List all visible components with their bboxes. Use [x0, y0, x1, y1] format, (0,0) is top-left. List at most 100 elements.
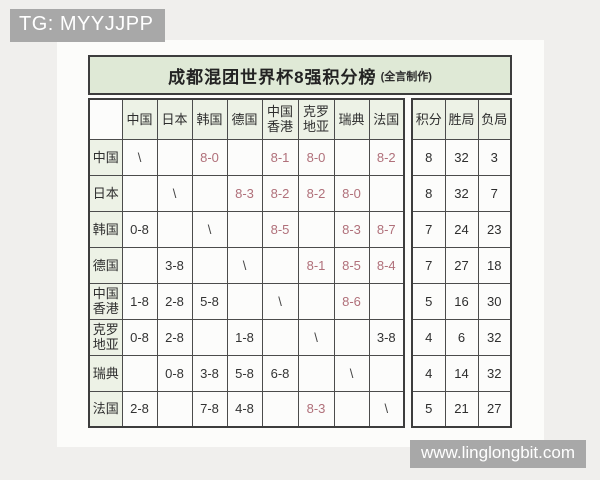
win-score-cell: 8-3: [297, 390, 335, 428]
stats-row: 8 32 7: [411, 174, 512, 212]
empty-cell: [333, 138, 370, 176]
stats-row: 5 21 27: [411, 390, 512, 428]
score-cell: 6-8: [261, 354, 299, 392]
losses-cell: 32: [477, 354, 512, 392]
diagonal-cell: \: [191, 210, 228, 248]
column-header-1: 日本: [156, 98, 193, 140]
team-label-cell: 中国: [88, 138, 123, 176]
empty-cell: [121, 354, 158, 392]
score-cell: 7-8: [191, 390, 228, 428]
wins-cell: 24: [444, 210, 479, 248]
score-cell: 3-8: [156, 246, 193, 284]
win-score-cell: 8-6: [333, 282, 370, 320]
stats-row: 4 14 32: [411, 354, 512, 392]
win-score-cell: 8-1: [261, 138, 299, 176]
score-cell: 5-8: [191, 282, 228, 320]
score-cell: 1-8: [226, 318, 263, 356]
column-header-7: 法国: [368, 98, 405, 140]
empty-cell: [121, 246, 158, 284]
score-cell: 4-8: [226, 390, 263, 428]
empty-cell: [297, 282, 335, 320]
stats-row: 4 6 32: [411, 318, 512, 356]
diagonal-cell: \: [156, 174, 193, 212]
score-cell: 1-8: [121, 282, 158, 320]
telegram-handle-badge: TG: MYYJJPP: [10, 9, 166, 42]
empty-cell: [226, 282, 263, 320]
standings-table: 成都混团世界杯8强积分榜 (全言制作) 中国 日本 韩国 德国 中国 香港 克罗 地亚 瑞典…: [88, 55, 512, 428]
win-score-cell: 8-0: [191, 138, 228, 176]
points-cell: 5: [411, 282, 446, 320]
points-cell: 8: [411, 138, 446, 176]
empty-cell: [297, 354, 335, 392]
empty-cell: [226, 210, 263, 248]
points-cell: 8: [411, 174, 446, 212]
diagonal-cell: \: [297, 318, 335, 356]
diagonal-cell: \: [121, 138, 158, 176]
column-header-3: 德国: [226, 98, 263, 140]
losses-cell: 27: [477, 390, 512, 428]
stats-row: 5 16 30: [411, 282, 512, 320]
table-row: 中国 \ 8-0 8-1 8-0 8-2: [88, 138, 405, 176]
empty-cell: [191, 246, 228, 284]
empty-cell: [368, 354, 405, 392]
table-row: 韩国 0-8 \ 8-5 8-3 8-7: [88, 210, 405, 248]
score-cell: 2-8: [121, 390, 158, 428]
score-cell: 2-8: [156, 318, 193, 356]
table-title-credit: (全言制作): [380, 71, 432, 83]
empty-cell: [156, 138, 193, 176]
wins-cell: 16: [444, 282, 479, 320]
empty-cell: [226, 138, 263, 176]
score-cell: 0-8: [121, 210, 158, 248]
empty-cell: [156, 210, 193, 248]
empty-cell: [191, 174, 228, 212]
win-score-cell: 8-5: [333, 246, 370, 284]
wins-cell: 27: [444, 246, 479, 284]
points-cell: 7: [411, 210, 446, 248]
table-title: 成都混团世界杯8强积分榜: [168, 67, 377, 87]
win-score-cell: 8-1: [297, 246, 335, 284]
wins-cell: 21: [444, 390, 479, 428]
column-header-4: 中国 香港: [261, 98, 299, 140]
losses-cell: 3: [477, 138, 512, 176]
empty-cell: [368, 174, 405, 212]
team-label-cell: 克罗 地亚: [88, 318, 123, 356]
team-label-cell: 法国: [88, 390, 123, 428]
column-header-6: 瑞典: [333, 98, 370, 140]
diagonal-cell: \: [333, 354, 370, 392]
win-score-cell: 8-7: [368, 210, 405, 248]
empty-cell: [333, 390, 370, 428]
team-label-cell: 瑞典: [88, 354, 123, 392]
points-cell: 4: [411, 354, 446, 392]
stat-header-2: 负局: [477, 98, 512, 140]
score-cell: 0-8: [121, 318, 158, 356]
stats-row: 8 32 3: [411, 138, 512, 176]
losses-cell: 18: [477, 246, 512, 284]
empty-cell: [297, 210, 335, 248]
table-row: 中国 香港 1-8 2-8 5-8 \ 8-6: [88, 282, 405, 320]
win-score-cell: 8-2: [368, 138, 405, 176]
team-label-cell: 德国: [88, 246, 123, 284]
win-score-cell: 8-3: [226, 174, 263, 212]
empty-cell: [368, 282, 405, 320]
score-cell: 0-8: [156, 354, 193, 392]
corner-cell: [88, 98, 123, 140]
team-label-cell: 韩国: [88, 210, 123, 248]
empty-cell: [121, 174, 158, 212]
stat-header-0: 积分: [411, 98, 446, 140]
losses-cell: 30: [477, 282, 512, 320]
empty-cell: [156, 390, 193, 428]
score-cell: 3-8: [191, 354, 228, 392]
points-cell: 4: [411, 318, 446, 356]
table-row: 克罗 地亚 0-8 2-8 1-8 \ 3-8: [88, 318, 405, 356]
win-score-cell: 8-5: [261, 210, 299, 248]
stat-header-1: 胜局: [444, 98, 479, 140]
table-title-bar: 成都混团世界杯8强积分榜 (全言制作): [88, 55, 512, 95]
grids-row: 中国 日本 韩国 德国 中国 香港 克罗 地亚 瑞典 法国 中国 \ 8-0 8-1 8-0 8-2 日本…: [88, 98, 512, 428]
column-header-2: 韩国: [191, 98, 228, 140]
empty-cell: [261, 390, 299, 428]
wins-cell: 6: [444, 318, 479, 356]
stats-table: 积分 胜局 负局 8 32 3 8 32 7 7 24 23 7 27 18 5 16 30 4 6 32 4 14 32 5…: [411, 98, 512, 428]
wins-cell: 32: [444, 174, 479, 212]
points-cell: 5: [411, 390, 446, 428]
